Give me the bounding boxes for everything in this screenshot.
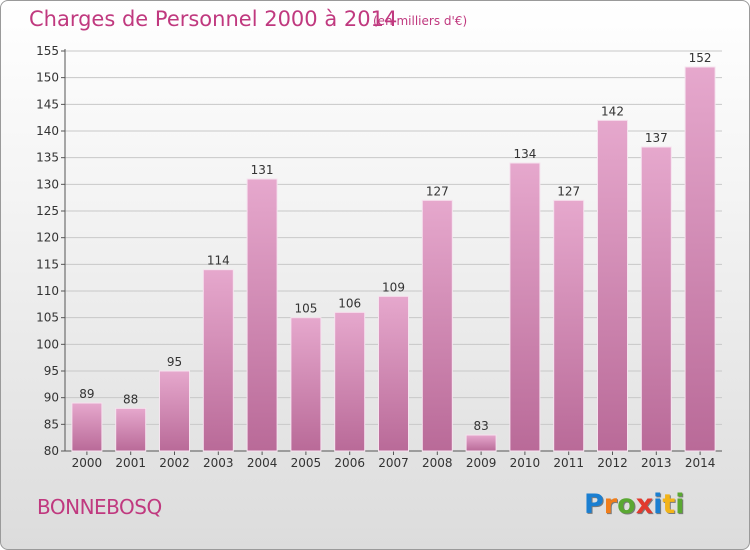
data-label: 109 — [382, 280, 405, 294]
x-tick-label: 2014 — [685, 456, 716, 470]
bar — [71, 402, 103, 452]
bar — [553, 199, 585, 452]
y-tick-label: 85 — [44, 417, 59, 431]
data-labels: 89 88 95 114 131 105 106 109 127 83 134 127 142 137 15… — [79, 51, 711, 433]
bar — [290, 317, 322, 452]
data-label: 152 — [689, 51, 712, 65]
y-tick-label: 105 — [36, 311, 59, 325]
commune-name: BONNEBOSQ — [37, 495, 162, 519]
x-tick-label: 2004 — [247, 456, 278, 470]
logo-letter: P — [584, 489, 604, 520]
x-tick-label: 2011 — [553, 456, 584, 470]
data-label: 83 — [473, 419, 488, 433]
y-tick-label: 130 — [36, 177, 59, 191]
logo-letter: o — [617, 489, 636, 520]
y-tick-label: 80 — [44, 444, 59, 458]
chart-subtitle: (en milliers d'€) — [373, 14, 468, 28]
bar — [421, 199, 453, 452]
bar — [684, 66, 716, 452]
y-tick-label: 125 — [36, 204, 59, 218]
x-tick-label: 2008 — [422, 456, 453, 470]
y-tick-label: 115 — [36, 257, 59, 271]
data-label: 88 — [123, 392, 138, 406]
bars — [71, 66, 716, 452]
y-tick-label: 140 — [36, 124, 59, 138]
y-tick-label: 135 — [36, 151, 59, 165]
bar — [378, 295, 409, 452]
data-label: 131 — [251, 163, 274, 177]
bar — [334, 311, 366, 452]
y-tick-label: 145 — [36, 97, 59, 111]
y-tick-label: 95 — [44, 364, 59, 378]
data-label: 114 — [207, 254, 230, 268]
x-tick-label: 2002 — [159, 456, 190, 470]
logo-letter: x — [635, 489, 654, 520]
logo-letter: t — [662, 489, 676, 520]
x-tick-label: 2006 — [334, 456, 365, 470]
x-tick-label: 2013 — [641, 456, 672, 470]
data-label: 142 — [601, 104, 624, 118]
bar — [246, 178, 278, 452]
y-tick-label: 90 — [44, 391, 59, 405]
x-tick-label: 2005 — [291, 456, 322, 470]
bar — [159, 370, 190, 452]
y-tick-label: 100 — [36, 337, 59, 351]
proxiti-logo[interactable]: Proxiti — [584, 489, 685, 520]
bar — [202, 269, 234, 452]
x-tick-label: 2012 — [597, 456, 628, 470]
data-label: 95 — [167, 355, 182, 369]
logo-letter: i — [675, 489, 685, 520]
chart-title: Charges de Personnel 2000 à 2014 — [29, 7, 398, 31]
x-tick-label: 2007 — [378, 456, 409, 470]
data-label: 134 — [513, 147, 536, 161]
data-label: 105 — [294, 302, 317, 316]
bar — [597, 119, 628, 452]
y-tick-label: 120 — [36, 231, 59, 245]
x-tick-label: 2001 — [115, 456, 146, 470]
y-tick-label: 110 — [36, 284, 59, 298]
x-tick-labels: 2000 2001 2002 2003 2004 2005 2006 2007 2008 2009… — [72, 456, 716, 470]
data-label: 106 — [338, 296, 361, 310]
x-tick-label: 2000 — [72, 456, 103, 470]
x-tick-label: 2003 — [203, 456, 234, 470]
y-tick-label: 155 — [36, 44, 59, 58]
data-label: 127 — [426, 184, 449, 198]
y-tick-label: 150 — [36, 71, 59, 85]
bar — [640, 146, 672, 452]
bar — [115, 407, 147, 452]
logo-letter: r — [603, 489, 618, 520]
x-tick-label: 2010 — [510, 456, 541, 470]
bar — [509, 162, 541, 452]
logo-letter: i — [653, 489, 663, 520]
x-tick-label: 2009 — [466, 456, 497, 470]
data-label: 89 — [79, 387, 94, 401]
data-label: 127 — [557, 184, 580, 198]
data-label: 137 — [645, 131, 668, 145]
y-tick-labels: 80 85 90 95 100 105 110 115 120 125 130 135 140 145 15… — [36, 44, 59, 458]
bar — [465, 434, 497, 452]
